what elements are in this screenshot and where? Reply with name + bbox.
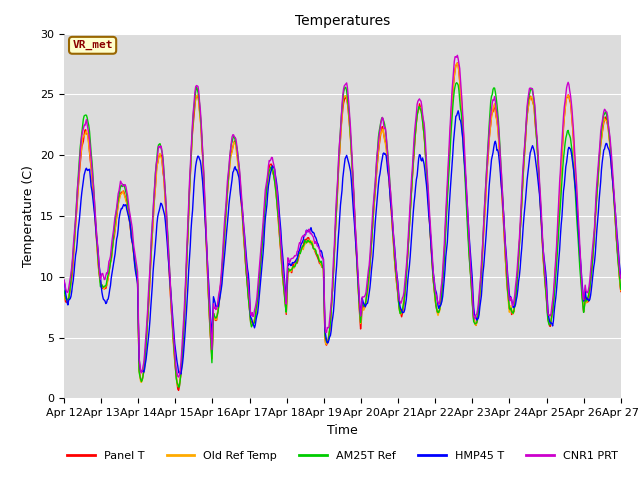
- Panel T: [175, 387, 182, 393]
- Title: Temperatures: Temperatures: [295, 14, 390, 28]
- Panel T: [454, 60, 461, 66]
- Panel T: [411, 139, 419, 145]
- CNR1 PRT: [185, 201, 193, 206]
- Line: Panel T: Panel T: [64, 63, 621, 390]
- AM25T Ref: [127, 229, 135, 235]
- Panel T: [60, 293, 68, 299]
- Old Ref Temp: [428, 242, 435, 248]
- Panel T: [617, 288, 625, 294]
- Panel T: [214, 307, 222, 313]
- Panel T: [428, 245, 435, 251]
- Old Ref Temp: [70, 245, 78, 251]
- CNR1 PRT: [454, 52, 461, 58]
- Old Ref Temp: [411, 137, 419, 143]
- HMP45 T: [617, 275, 625, 280]
- CNR1 PRT: [617, 276, 625, 281]
- HMP45 T: [177, 371, 185, 377]
- CNR1 PRT: [411, 126, 419, 132]
- AM25T Ref: [175, 384, 182, 390]
- Old Ref Temp: [174, 384, 182, 389]
- Legend: Panel T, Old Ref Temp, AM25T Ref, HMP45 T, CNR1 PRT: Panel T, Old Ref Temp, AM25T Ref, HMP45 …: [63, 447, 622, 466]
- AM25T Ref: [60, 288, 68, 293]
- HMP45 T: [60, 278, 68, 284]
- AM25T Ref: [185, 207, 193, 213]
- CNR1 PRT: [127, 220, 135, 226]
- Line: AM25T Ref: AM25T Ref: [64, 83, 621, 387]
- Old Ref Temp: [127, 231, 135, 237]
- Panel T: [185, 211, 193, 217]
- AM25T Ref: [452, 80, 460, 85]
- Line: CNR1 PRT: CNR1 PRT: [64, 55, 621, 377]
- Old Ref Temp: [452, 60, 460, 66]
- CNR1 PRT: [60, 277, 68, 283]
- Panel T: [70, 244, 78, 250]
- CNR1 PRT: [214, 296, 222, 302]
- CNR1 PRT: [428, 233, 435, 239]
- HMP45 T: [185, 267, 193, 273]
- Old Ref Temp: [185, 212, 193, 217]
- Old Ref Temp: [60, 293, 68, 299]
- HMP45 T: [70, 269, 78, 275]
- Text: VR_met: VR_met: [72, 40, 113, 50]
- Old Ref Temp: [214, 305, 222, 311]
- HMP45 T: [454, 108, 462, 114]
- AM25T Ref: [411, 136, 419, 142]
- HMP45 T: [411, 193, 419, 199]
- AM25T Ref: [617, 287, 625, 292]
- AM25T Ref: [214, 309, 222, 314]
- Line: Old Ref Temp: Old Ref Temp: [64, 63, 621, 386]
- AM25T Ref: [428, 240, 435, 246]
- Y-axis label: Temperature (C): Temperature (C): [22, 165, 35, 267]
- CNR1 PRT: [70, 233, 78, 239]
- X-axis label: Time: Time: [327, 424, 358, 437]
- CNR1 PRT: [175, 374, 182, 380]
- HMP45 T: [214, 304, 222, 310]
- Panel T: [127, 234, 135, 240]
- Line: HMP45 T: HMP45 T: [64, 111, 621, 374]
- HMP45 T: [127, 235, 135, 241]
- Old Ref Temp: [617, 288, 625, 293]
- HMP45 T: [428, 242, 435, 248]
- AM25T Ref: [70, 240, 78, 246]
